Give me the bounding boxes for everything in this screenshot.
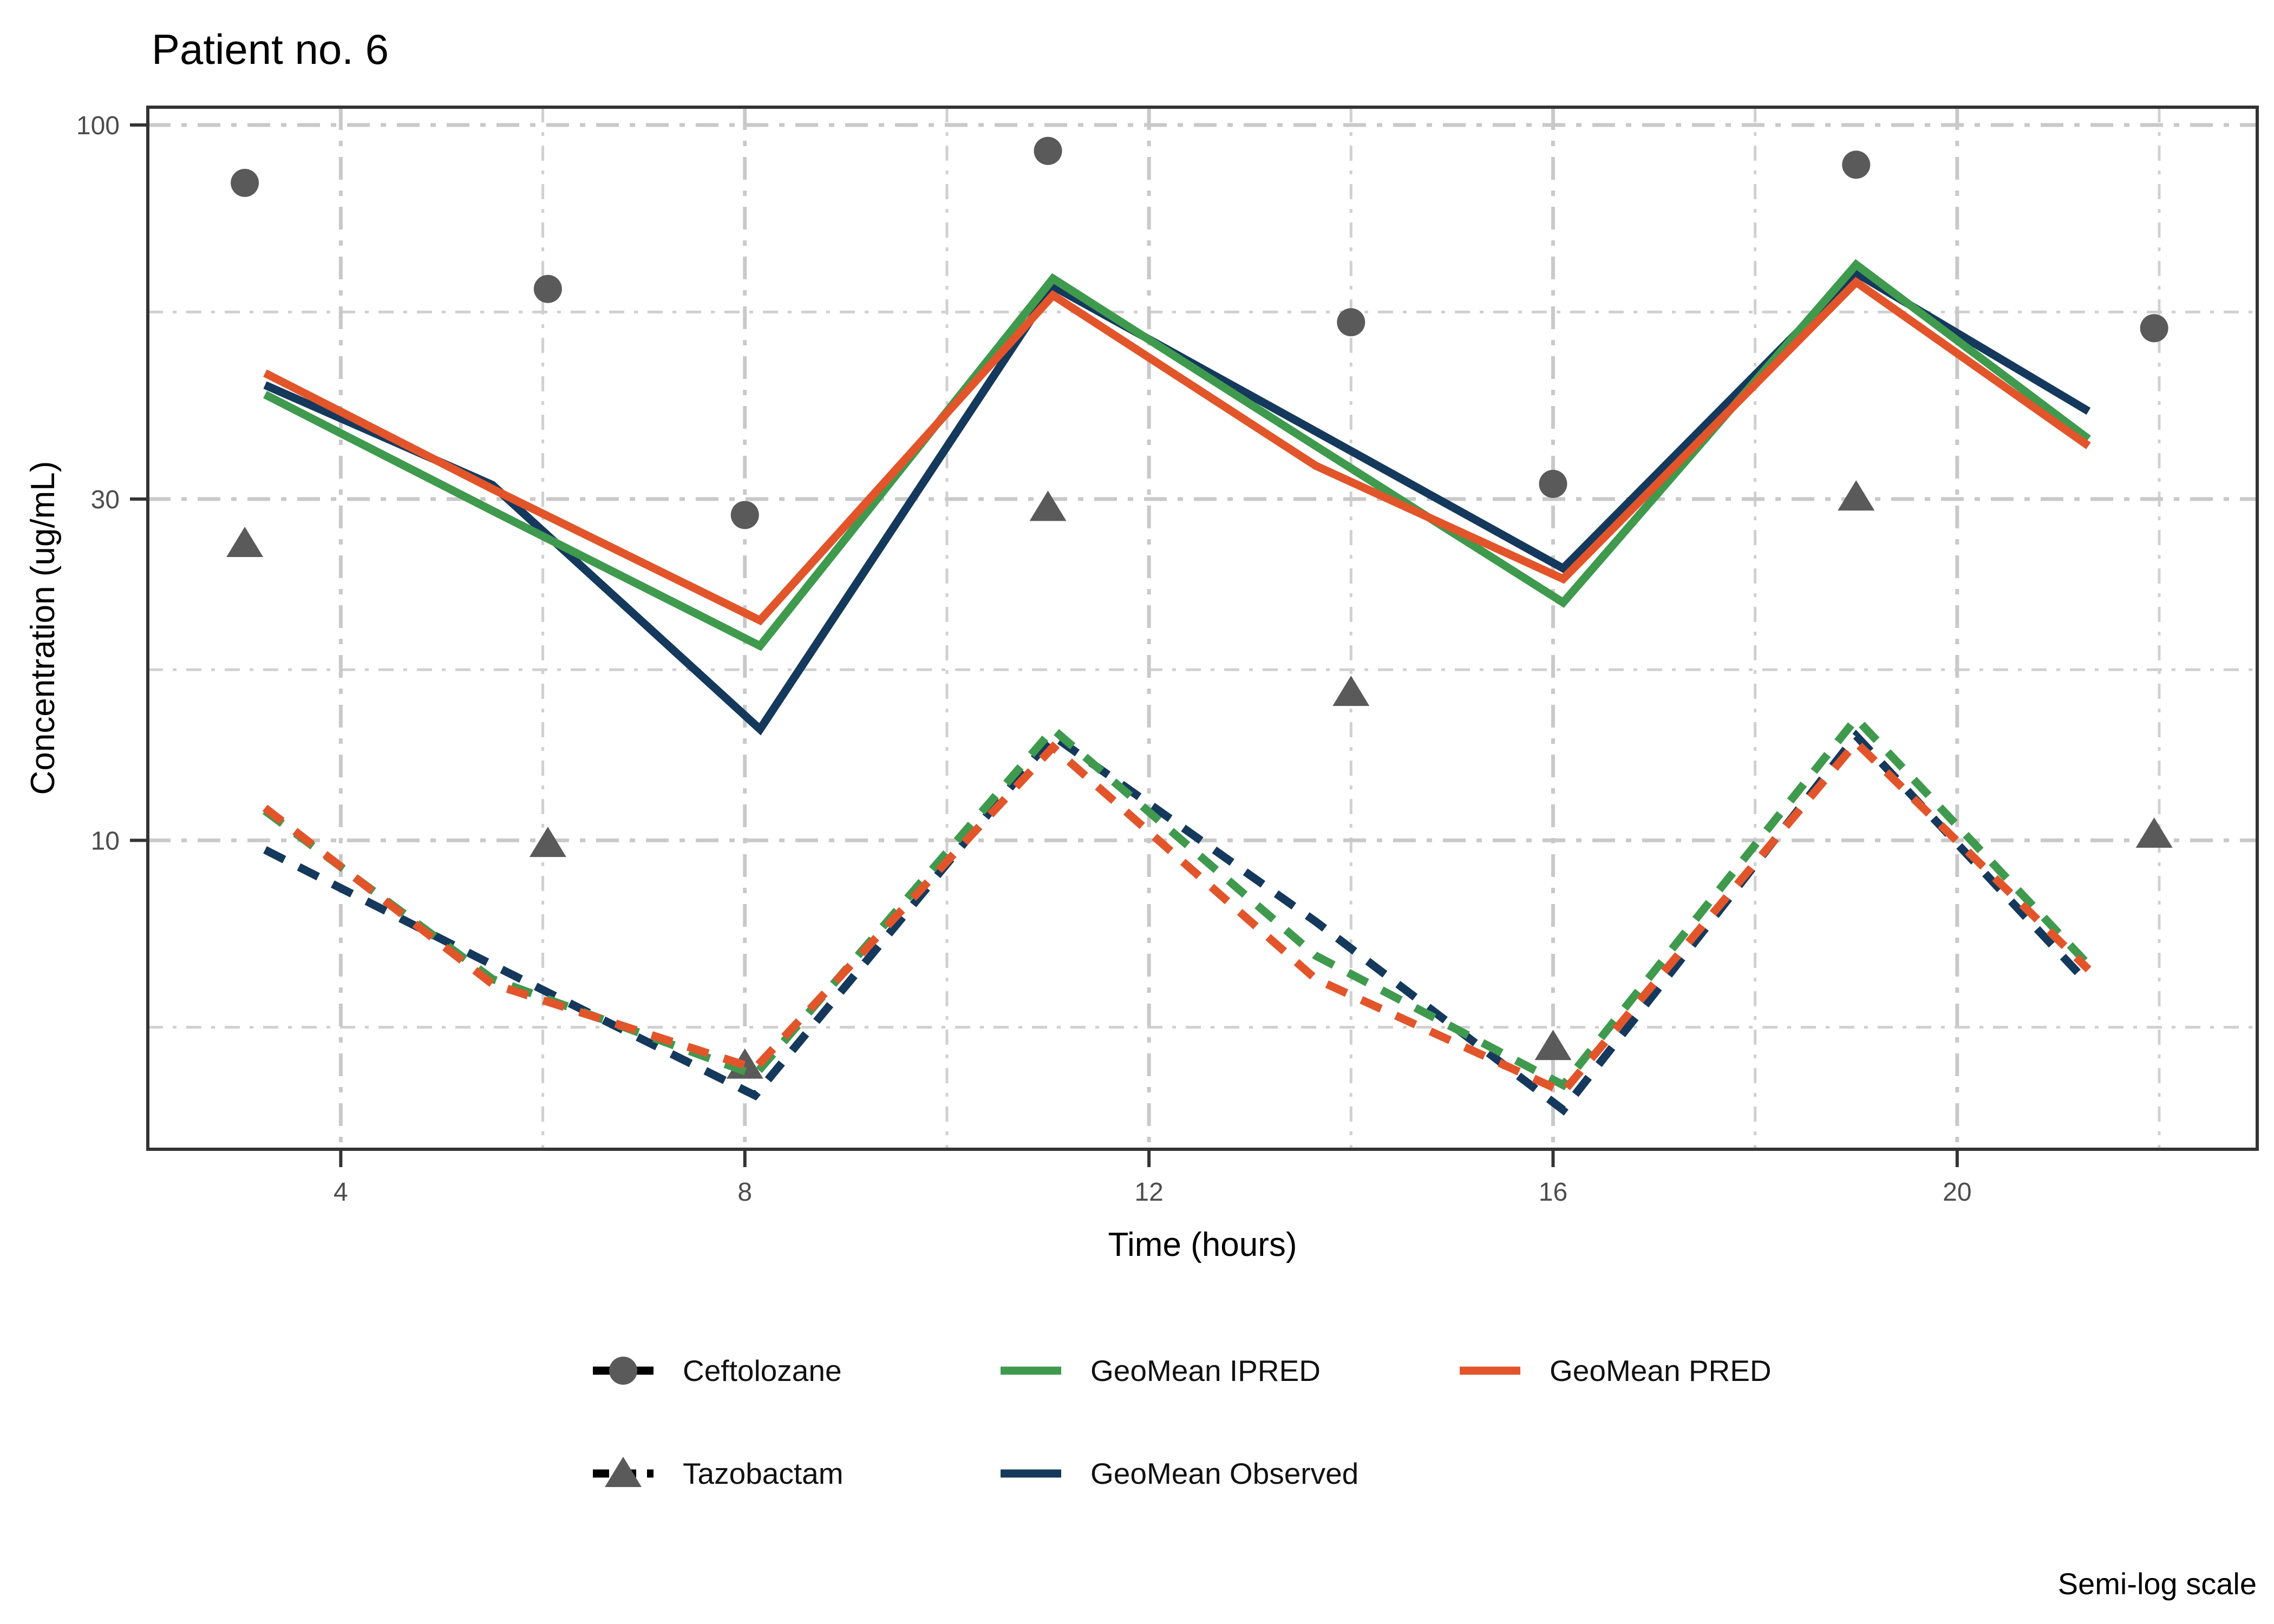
legend-item-ceftolozane: Ceftolozane <box>593 1354 842 1387</box>
x-tick-label-8: 8 <box>737 1178 752 1207</box>
legend-label-ceftolozane: Ceftolozane <box>683 1354 842 1387</box>
x-tick-label-12: 12 <box>1134 1178 1163 1207</box>
legend-tazobactam-triangle-icon <box>605 1457 642 1487</box>
tazobactam-point <box>529 827 566 857</box>
series-ceftolozane-points <box>231 136 2168 529</box>
tazobactam-point <box>2135 817 2173 848</box>
legend-label-geomean-ipred: GeoMean IPRED <box>1090 1354 1321 1387</box>
ceftolozane-point <box>533 274 562 303</box>
legend-label-geomean-pred: GeoMean PRED <box>1550 1354 1772 1387</box>
chart-title: Patient no. 6 <box>152 25 389 73</box>
geomean-ipred-tazobactam-line <box>262 712 2092 1090</box>
y-axis-title: Concentration (ug/mL) <box>24 461 62 795</box>
legend-item-tazobactam: Tazobactam <box>593 1457 844 1490</box>
geomean-ipred-ceftolozane-line <box>263 259 2091 651</box>
geomean-observed-tazobactam-line <box>263 729 2092 1116</box>
ceftolozane-point <box>730 501 759 529</box>
x-tick-label-4: 4 <box>334 1178 348 1207</box>
legend-ceftolozane-circle-icon <box>609 1357 637 1385</box>
ceftolozane-point <box>1337 308 1365 337</box>
x-tick-label-20: 20 <box>1943 1178 1971 1207</box>
axis-ticks: 4 8 12 16 20 100 30 10 <box>76 112 1972 1207</box>
ceftolozane-point <box>1539 469 1567 498</box>
tazobactam-point <box>226 527 264 558</box>
ceftolozane-point <box>1034 136 1062 165</box>
scale-note: Semi-log scale <box>2058 1567 2257 1601</box>
legend-item-geomean-ipred: GeoMean IPRED <box>1001 1354 1321 1387</box>
geomean-pred-ceftolozane-line <box>263 277 2091 626</box>
geomean-observed-ceftolozane-line <box>263 267 2091 736</box>
legend-label-tazobactam: Tazobactam <box>683 1457 844 1490</box>
y-tick-label-100: 100 <box>76 112 120 140</box>
tazobactam-point <box>1029 490 1067 521</box>
tazobactam-point <box>1332 676 1370 706</box>
legend: Ceftolozane GeoMean IPRED GeoMean PRED Tazo… <box>593 1354 1772 1490</box>
tazobactam-point <box>1534 1030 1572 1060</box>
tazobactam-point <box>1838 480 1875 511</box>
ceftolozane-point <box>1842 150 1871 179</box>
legend-item-geomean-observed: GeoMean Observed <box>1001 1457 1358 1490</box>
legend-item-geomean-pred: GeoMean PRED <box>1460 1354 1772 1387</box>
y-tick-label-30: 30 <box>91 486 120 514</box>
plot-panel-border <box>146 106 2259 1151</box>
ceftolozane-point <box>231 168 259 197</box>
x-tick-label-16: 16 <box>1539 1178 1567 1207</box>
geomean-pred-tazobactam-line <box>262 736 2092 1097</box>
x-axis-title: Time (hours) <box>1108 1226 1297 1263</box>
series-tazobactam-points <box>226 480 2173 1079</box>
gridlines <box>148 107 2257 1149</box>
y-tick-label-10: 10 <box>91 827 120 855</box>
legend-label-geomean-observed: GeoMean Observed <box>1090 1457 1358 1490</box>
observed-points <box>226 136 2173 1079</box>
ceftolozane-point <box>2140 314 2168 343</box>
geomean-lines <box>262 259 2092 1116</box>
